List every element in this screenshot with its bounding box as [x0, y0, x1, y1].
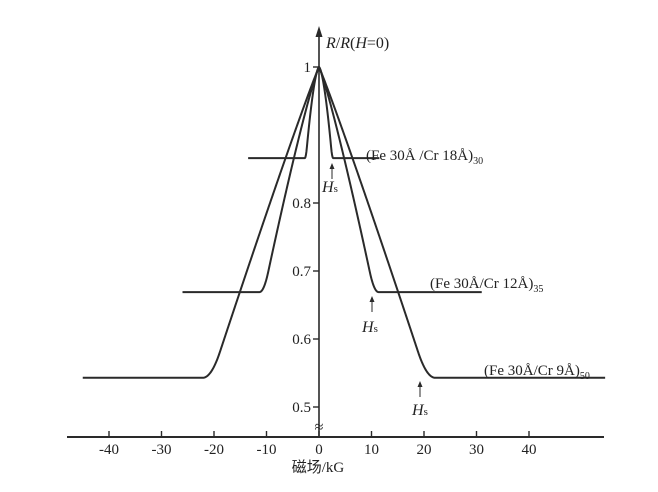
hs-arrow-head [417, 381, 423, 387]
axis-break-symbol: ≈ [315, 419, 324, 436]
hs-label-subscript: s [424, 406, 428, 418]
series-line [182, 66, 483, 294]
y-tick-label: 0.7 [292, 264, 311, 280]
x-tick-label: 0 [315, 442, 323, 458]
hs-label: Hs [321, 179, 338, 196]
x-tick-label: -30 [152, 442, 172, 458]
series-label-main: (Fe 30Å/Cr 12Å) [430, 276, 533, 292]
series-label-subscript: 30 [473, 156, 483, 167]
hs-label-subscript: s [374, 323, 378, 335]
x-tick-label: -40 [99, 442, 119, 458]
hs-label-main: H [411, 402, 425, 419]
y-tick-label: 1 [304, 60, 312, 76]
series-label-main: (Fe 30Å /Cr 18Å) [366, 148, 473, 164]
series-label-subscript: 35 [533, 284, 543, 295]
hs-arrow-head [329, 163, 335, 169]
x-tick-label: 30 [469, 442, 484, 458]
hs-label: Hs [361, 319, 378, 336]
hs-arrow-head [369, 296, 375, 302]
series-label-main: (Fe 30Å/Cr 9Å) [484, 363, 580, 379]
series-line [247, 66, 380, 160]
x-tick-label: -10 [257, 442, 277, 458]
axes: -40 -30 -20 -10 0 10 20 30 40 0.5 0.6 0.7 0.8 1 [67, 26, 604, 458]
y-tick-label: 0.6 [292, 332, 311, 348]
series-group [82, 66, 606, 379]
series-label: (Fe 30Å/Cr 9Å)50 [484, 363, 590, 382]
hs-label-subscript: s [334, 183, 338, 195]
hs-label-main: H [321, 179, 335, 196]
y-tick-label: 0.8 [292, 196, 311, 212]
labels-group: (Fe 30Å /Cr 18Å)30 Hs (Fe 30Å/Cr 12Å)35 Hs (… [321, 148, 590, 419]
y-axis-label: R/R(H=0) [325, 35, 389, 52]
series-line [82, 66, 606, 379]
x-tick-label: -20 [204, 442, 224, 458]
hs-label: Hs [411, 402, 428, 419]
x-tick-label: 10 [364, 442, 379, 458]
series-label: (Fe 30Å/Cr 12Å)35 [430, 276, 543, 295]
series-label: (Fe 30Å /Cr 18Å)30 [366, 148, 483, 167]
x-tick-label: 40 [522, 442, 537, 458]
x-axis-label: 磁场/kG [292, 459, 345, 476]
x-tick-label: 20 [417, 442, 432, 458]
hs-label-main: H [361, 319, 375, 336]
y-axis-arrow [315, 26, 323, 37]
series-label-subscript: 50 [580, 371, 590, 382]
y-tick-label: 0.5 [292, 400, 311, 416]
